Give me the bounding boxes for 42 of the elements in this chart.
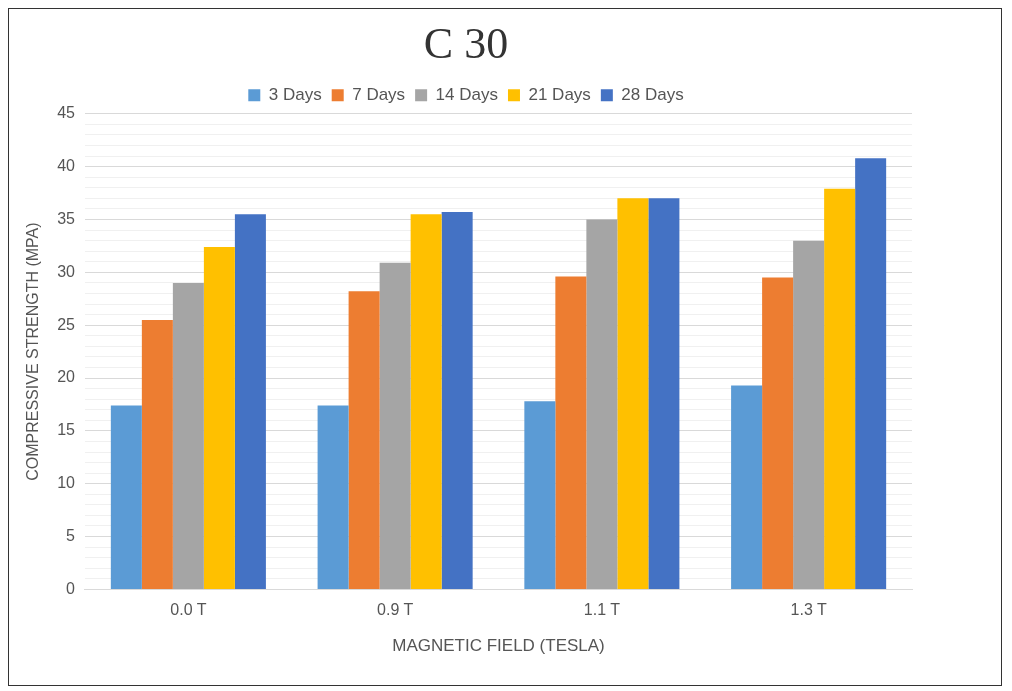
x-tick-label: 0.0 T (170, 601, 207, 619)
bar (586, 219, 618, 589)
y-tick-label: 0 (66, 579, 76, 597)
bar (555, 276, 587, 589)
y-tick-label: 20 (57, 368, 76, 386)
bar (172, 282, 204, 589)
x-axis-title: MAGNETIC FIELD (TESLA) (392, 636, 605, 656)
legend-label: 21 Days (528, 84, 591, 104)
bar (379, 262, 411, 589)
y-tick-label: 35 (57, 209, 76, 227)
bar (824, 188, 856, 589)
bar (203, 246, 235, 589)
y-tick-label: 25 (57, 315, 76, 333)
y-tick-label: 10 (57, 474, 76, 492)
chart-title: C 30 (423, 18, 509, 68)
legend-label: 28 Days (621, 84, 684, 104)
bar (793, 240, 825, 589)
bar (648, 198, 680, 589)
y-tick-label: 30 (57, 262, 76, 280)
y-tick-label: 5 (66, 526, 76, 544)
x-tick-label: 1.1 T (583, 601, 621, 619)
bar (524, 401, 556, 589)
legend-label: 3 Days (268, 84, 322, 104)
bar (141, 319, 173, 589)
bar (410, 214, 442, 589)
bar (731, 385, 763, 589)
bar (855, 158, 887, 589)
bar (317, 405, 349, 589)
x-tick-label: 0.9 T (377, 601, 414, 619)
x-tick-label: 1.3 T (790, 601, 827, 619)
bar (110, 405, 142, 589)
bar (441, 212, 473, 589)
y-axis-title: COMPRESSIVE STRENGTH (MPA) (24, 222, 42, 481)
bar (617, 198, 649, 589)
y-tick-label: 45 (57, 104, 76, 122)
legend-label: 7 Days (352, 84, 406, 104)
legend-label: 14 Days (435, 84, 498, 104)
bar (348, 291, 380, 589)
y-tick-label: 40 (57, 157, 76, 175)
y-tick-label: 15 (57, 421, 76, 439)
bar (762, 277, 794, 589)
bar (234, 214, 266, 589)
